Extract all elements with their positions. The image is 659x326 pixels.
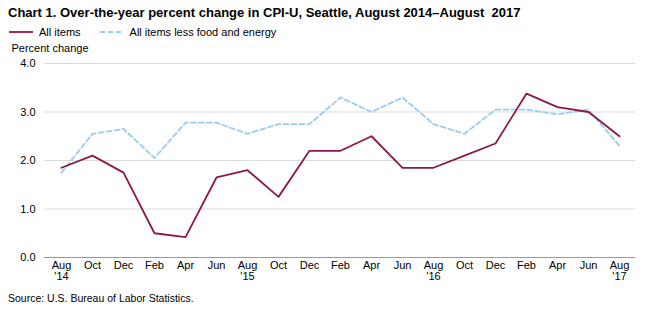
svg-text:Jun: Jun bbox=[208, 259, 226, 271]
svg-text:Jun: Jun bbox=[580, 259, 598, 271]
svg-text:Apr: Apr bbox=[363, 259, 380, 271]
svg-text:Aug'14: Aug'14 bbox=[52, 259, 72, 282]
svg-text:Dec: Dec bbox=[114, 259, 134, 271]
svg-text:4.0: 4.0 bbox=[20, 57, 35, 69]
svg-text:Aug'17: Aug'17 bbox=[610, 259, 630, 282]
html-text:Source: U.S. Bureau of Labor S: Source: U.S. Bureau of Labor Statistics. bbox=[8, 292, 194, 304]
html-text:All items less food and energy: All items less food and energy bbox=[129, 26, 277, 38]
svg-text:Oct: Oct bbox=[456, 259, 473, 271]
svg-text:Jun: Jun bbox=[394, 259, 412, 271]
html-text:All items: All items bbox=[39, 26, 81, 38]
html-text:Chart 1. Over-the-year percent: Chart 1. Over-the-year percent change in… bbox=[8, 5, 521, 20]
svg-text:Oct: Oct bbox=[270, 259, 287, 271]
svg-text:Percent change: Percent change bbox=[12, 42, 89, 54]
svg-text:Dec: Dec bbox=[300, 259, 320, 271]
svg-text:Aug'15: Aug'15 bbox=[238, 259, 258, 282]
svg-text:Apr: Apr bbox=[549, 259, 566, 271]
svg-text:Oct: Oct bbox=[84, 259, 101, 271]
svg-text:Apr: Apr bbox=[177, 259, 194, 271]
svg-text:Feb: Feb bbox=[517, 259, 536, 271]
svg-text:1.0: 1.0 bbox=[20, 203, 35, 215]
svg-text:Dec: Dec bbox=[486, 259, 506, 271]
svg-text:Aug'16: Aug'16 bbox=[424, 259, 444, 282]
svg-text:2.0: 2.0 bbox=[20, 154, 35, 166]
svg-text:Feb: Feb bbox=[331, 259, 350, 271]
svg-text:0.0: 0.0 bbox=[20, 251, 35, 263]
svg-text:Feb: Feb bbox=[145, 259, 164, 271]
svg-text:3.0: 3.0 bbox=[20, 106, 35, 118]
